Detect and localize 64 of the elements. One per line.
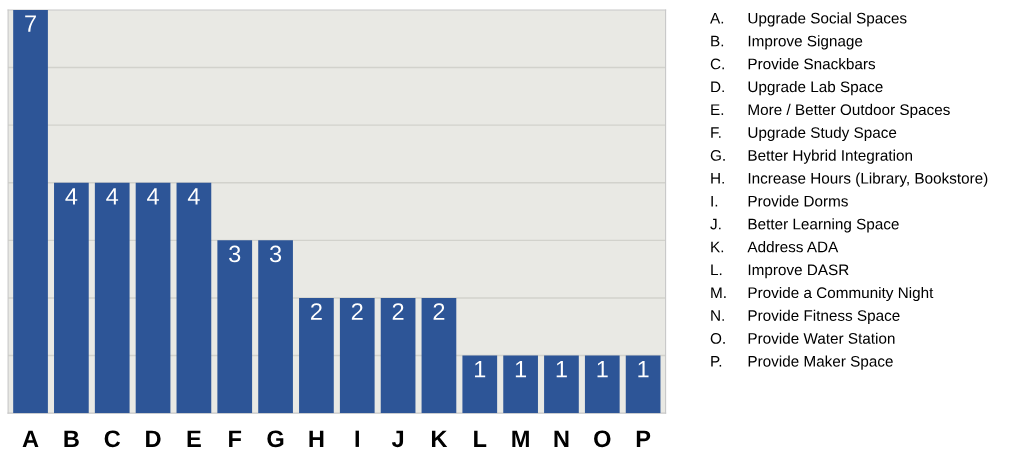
bar (54, 182, 89, 414)
data-label: 1 (475, 361, 486, 378)
data-label: 4 (65, 188, 78, 205)
data-label: 4 (106, 188, 119, 205)
x-tick-label: D (146, 430, 161, 447)
data-label: 7 (25, 15, 36, 32)
bar (503, 355, 538, 414)
x-tick-label: B (64, 430, 79, 447)
x-tick-label: H (309, 430, 324, 447)
x-tick-label: O (594, 430, 611, 448)
data-label: 1 (515, 361, 527, 378)
text: D. Upgrade Lab Space (711, 80, 883, 96)
x-tick-label: L (474, 430, 487, 447)
bar (94, 182, 130, 414)
bar (299, 297, 334, 414)
bar (135, 182, 171, 414)
x-tick-label: M (512, 430, 529, 447)
x-tick-label: J (391, 430, 404, 448)
x-tick-label: G (267, 430, 284, 448)
bar (625, 355, 661, 414)
bar (421, 297, 457, 414)
text: M. Provide a Community Night (711, 286, 934, 302)
bar (176, 182, 212, 414)
text: L. Improve DASR (711, 264, 849, 279)
text: E. More / Better Outdoor Spaces (711, 103, 950, 119)
bar (544, 355, 579, 414)
bar (13, 9, 48, 414)
text: B. Improve Signage (711, 35, 863, 50)
bar (258, 240, 293, 414)
x-tick-label: F (229, 430, 242, 447)
bar (462, 355, 498, 414)
x-tick-label: I (355, 430, 359, 447)
text: A. Upgrade Social Spaces (710, 12, 907, 27)
text: C. Provide Snackbars (710, 58, 876, 70)
x-tick-label: E (187, 430, 201, 447)
data-label: 2 (433, 303, 445, 320)
data-label: 1 (638, 361, 649, 378)
bar (584, 355, 620, 414)
text: I. Provide Dorms (711, 195, 848, 207)
data-label: 1 (597, 361, 608, 378)
text: N. Provide Fitness Space (711, 309, 900, 324)
x-tick-label: N (554, 430, 569, 447)
text: K. Address ADA (711, 241, 839, 253)
data-label: 3 (269, 245, 282, 263)
data-label: 3 (229, 245, 241, 263)
text: O. Provide Water Station (710, 332, 895, 344)
text: G. Better Hybrid Integration (710, 149, 912, 164)
data-label: 2 (392, 303, 404, 320)
text: H. Increase Hours (Library, Bookstore) (711, 172, 988, 187)
data-label: 4 (147, 188, 159, 205)
x-tick-label: C (104, 430, 121, 448)
bar (217, 240, 253, 414)
data-label: 2 (311, 303, 322, 320)
data-label: 2 (351, 303, 363, 320)
text: P. Provide Maker Space (711, 355, 893, 370)
bar (380, 297, 416, 414)
text: F. Upgrade Study Space (711, 126, 897, 141)
bar (339, 297, 375, 414)
text: J. Better Learning Space (710, 218, 899, 233)
data-label: 1 (556, 361, 567, 378)
x-tick-label: K (431, 430, 448, 447)
x-tick-label: A (22, 430, 39, 447)
data-label: 4 (187, 188, 200, 205)
x-tick-label: P (636, 430, 651, 447)
